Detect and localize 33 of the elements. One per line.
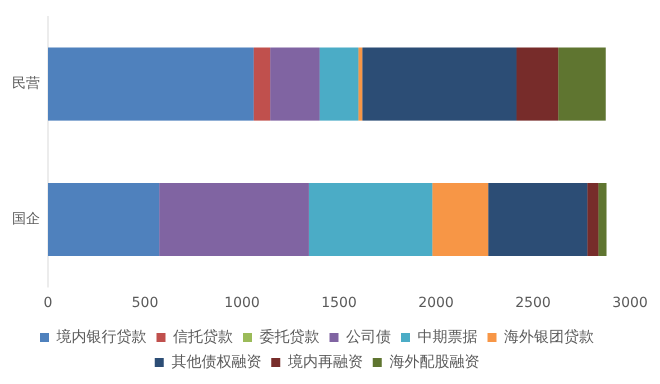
legend-label: 中期票据 [418,327,478,346]
bar [598,182,607,256]
bar [516,48,558,121]
y-tick-label: 国企 [12,211,40,228]
legend-label: 海外配股融资 [389,352,480,370]
bar [320,48,358,121]
x-tick-label: 3000 [612,295,648,312]
legend-label: 公司债 [346,327,391,346]
bar [270,48,320,121]
bar [308,182,432,256]
bar [358,48,362,121]
x-tick-label: 500 [132,295,158,312]
legend-label: 境内再融资 [286,352,363,370]
bar [159,182,309,256]
legend-label: 委托贷款 [260,327,320,346]
bar [558,48,606,121]
x-tick-label: 1000 [224,295,260,312]
bar [488,182,588,256]
y-tick-label: 民营 [12,76,40,92]
bar [48,182,160,256]
legend-label: 海外银团贷款 [504,327,594,346]
bar [432,182,488,256]
bar [362,48,517,121]
legend-label: 其他债权融资 [171,352,262,370]
bar [48,48,254,121]
bar [254,48,270,121]
x-tick-label: 1500 [321,295,357,312]
x-tick-label: 0 [44,295,52,312]
bar [587,182,598,256]
x-tick-label: 2500 [515,295,551,312]
legend-label: 信托贷款 [173,327,233,346]
legend-label: 境内银行贷款 [56,327,146,346]
x-tick-label: 2000 [418,295,454,312]
